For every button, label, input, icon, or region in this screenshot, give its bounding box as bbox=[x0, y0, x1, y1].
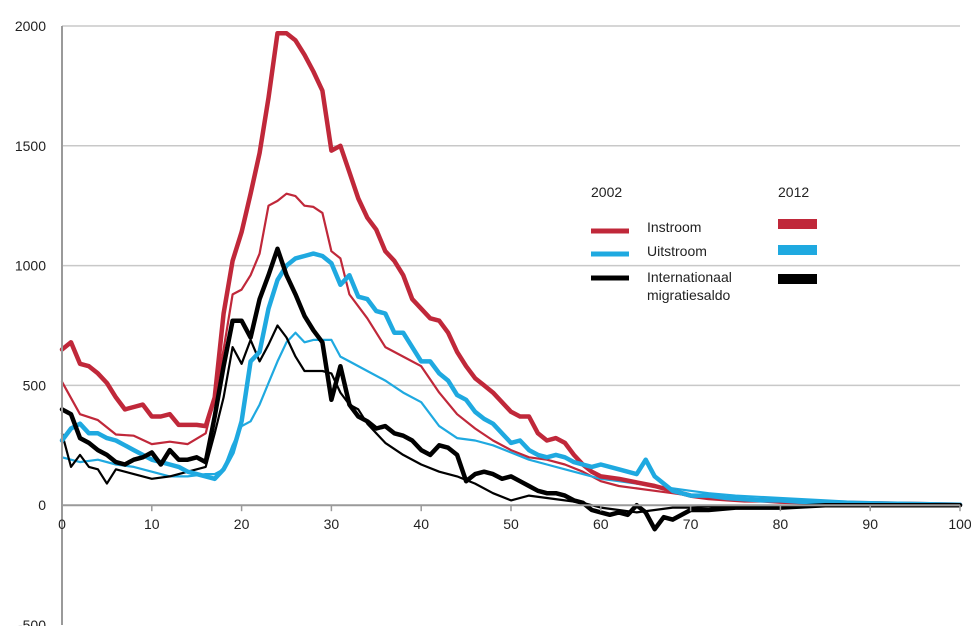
y-tick-labels: -500 0 500 1000 1500 2000 bbox=[15, 18, 46, 626]
x-tick-label-20: 20 bbox=[234, 516, 250, 532]
legend-header-2002: 2002 bbox=[591, 184, 622, 200]
x-tick-label-40: 40 bbox=[413, 516, 429, 532]
series-line-saldo-2012 bbox=[59, 246, 963, 532]
legend-label-saldo-line2: migratiesaldo bbox=[647, 287, 730, 303]
series-line-uitstroom-2012 bbox=[59, 251, 963, 507]
y-tick-label-0: 0 bbox=[38, 497, 46, 513]
x-tick-label-70: 70 bbox=[683, 516, 699, 532]
x-tick-label-0: 0 bbox=[58, 516, 66, 532]
series-group-2002 bbox=[60, 192, 962, 514]
legend-swatch-instroom-2012 bbox=[778, 219, 817, 229]
legend-header-2012: 2012 bbox=[778, 184, 809, 200]
legend-label-uitstroom: Uitstroom bbox=[647, 243, 707, 259]
x-tick-label-30: 30 bbox=[324, 516, 340, 532]
y-tick-label--500: -500 bbox=[18, 617, 46, 626]
grid-lines bbox=[62, 25, 960, 387]
y-tick-label-1000: 1000 bbox=[15, 258, 46, 274]
y-tick-label-1500: 1500 bbox=[15, 138, 46, 154]
y-tick-label-500: 500 bbox=[23, 377, 47, 393]
series-line-instroom-2012 bbox=[59, 30, 963, 507]
legend-label-instroom: Instroom bbox=[647, 219, 701, 235]
x-tick-label-90: 90 bbox=[862, 516, 878, 532]
x-tick-label-80: 80 bbox=[773, 516, 789, 532]
axes bbox=[61, 26, 961, 625]
y-tick-label-2000: 2000 bbox=[15, 18, 46, 34]
x-tick-label-50: 50 bbox=[503, 516, 519, 532]
x-tick-label-60: 60 bbox=[593, 516, 609, 532]
series-group-2012 bbox=[59, 30, 963, 532]
series-line-saldo-2002 bbox=[60, 324, 962, 514]
x-tick-label-10: 10 bbox=[144, 516, 160, 532]
x-tick-label-100: 100 bbox=[948, 516, 971, 532]
legend: 2002 2012 Instroom Uitstroom Internation… bbox=[591, 184, 817, 303]
legend-label-saldo-line1: Internationaal bbox=[647, 269, 732, 285]
x-tick-labels: 0 10 20 30 40 50 60 70 80 90 100 bbox=[58, 516, 971, 532]
legend-swatch-uitstroom-2012 bbox=[778, 245, 817, 255]
legend-swatch-saldo-2012 bbox=[778, 274, 817, 284]
